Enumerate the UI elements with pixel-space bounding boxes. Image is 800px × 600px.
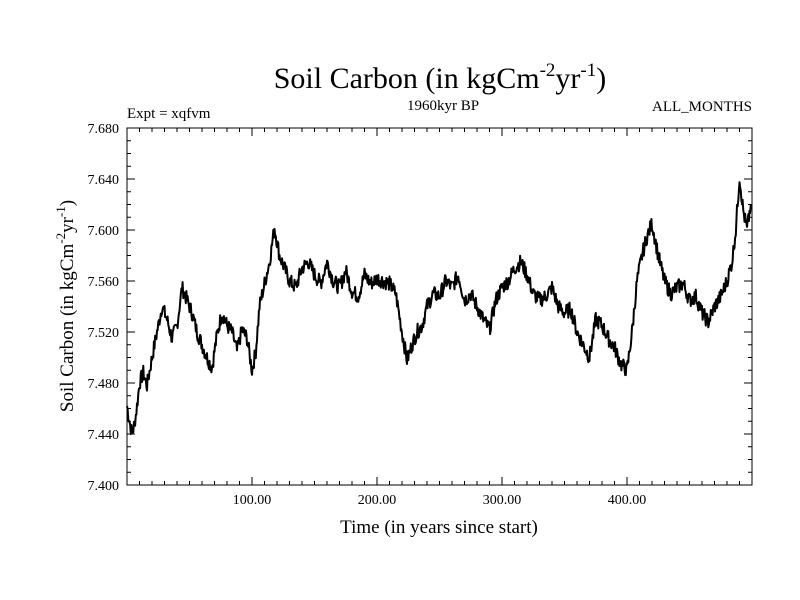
y-tick-label: 7.440 [88,428,120,443]
x-tick-label: 400.00 [608,493,647,508]
x-axis-title: Time (in years since start) [340,517,538,538]
x-tick-label: 200.00 [358,493,397,508]
y-tick-label: 7.640 [88,173,120,188]
y-tick-label: 7.480 [88,377,120,392]
y-tick-label: 7.600 [88,224,120,239]
series-line-soil-carbon [126,181,752,436]
y-tick-label: 7.680 [88,122,120,137]
y-axis: 7.400 7.440 7.480 7.520 7.560 7.600 7.640 7.680 [88,122,752,494]
chart-title: Soil Carbon (in kgCm-2yr-1) [274,60,607,95]
experiment-label: Expt = xqfvm [127,106,211,122]
x-axis: 100.00 200.00 300.00 400.00 [139,128,740,508]
x-tick-label: 100.00 [233,493,272,508]
months-label: ALL_MONTHS [652,99,752,115]
y-axis-title: Soil Carbon (in kgCm-2yr-1) [53,200,78,412]
chart-subtitle: 1960kyr BP [407,98,479,114]
y-tick-label: 7.560 [88,275,120,290]
y-tick-label: 7.520 [88,326,120,341]
y-tick-label: 7.400 [88,479,120,494]
x-tick-label: 300.00 [483,493,522,508]
plot-frame [126,127,753,486]
